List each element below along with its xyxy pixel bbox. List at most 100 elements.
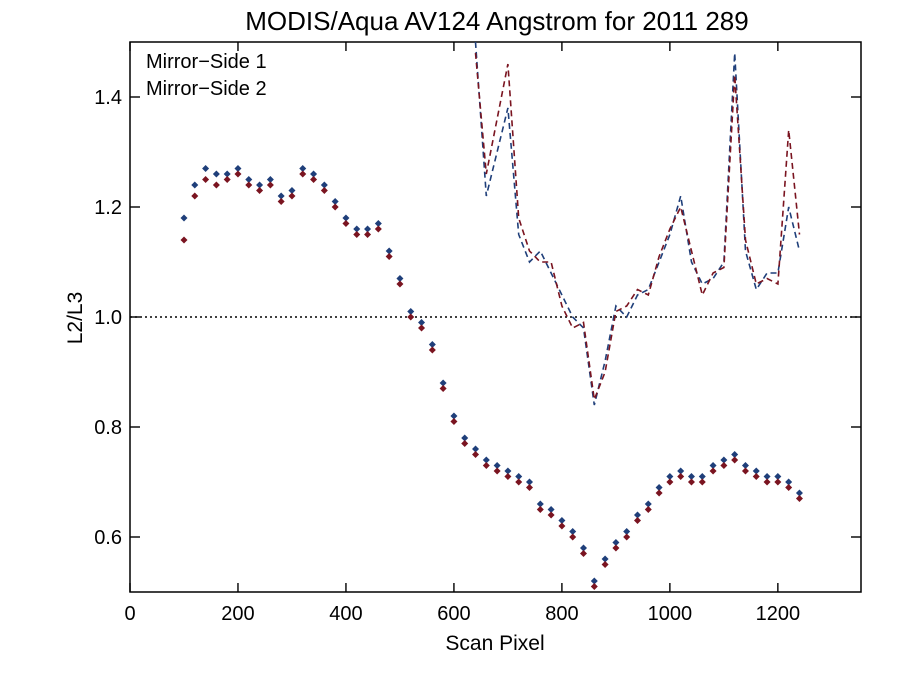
- series-2-point: [461, 440, 469, 447]
- series-1-point: [698, 473, 706, 480]
- series-1-point: [655, 484, 663, 491]
- series-2-point: [741, 467, 749, 475]
- series-2-point: [482, 462, 490, 469]
- series-1-point: [202, 165, 210, 172]
- series-2-point: [623, 533, 631, 541]
- series-2-point: [277, 198, 285, 205]
- series-2-point: [720, 462, 728, 469]
- series-1-point: [245, 176, 253, 183]
- series-2-point: [256, 187, 264, 194]
- series-2-point: [364, 231, 372, 238]
- series-2-point: [223, 176, 231, 183]
- series-2-point: [472, 451, 480, 458]
- series-2-point: [526, 484, 534, 491]
- series-2-point: [396, 280, 404, 288]
- series-2-point: [288, 192, 296, 200]
- x-tick-label: 1000: [648, 603, 693, 625]
- series-1-point: [504, 467, 512, 475]
- series-2-point: [266, 181, 274, 189]
- y-axis-label: L2/L3: [64, 292, 87, 345]
- series-2-point: [677, 473, 685, 480]
- series-1-point: [385, 247, 393, 255]
- series-2-point: [245, 181, 253, 189]
- series-2-point: [752, 473, 760, 480]
- series-1-point: [331, 198, 339, 205]
- y-tick-label: 0.8: [94, 417, 122, 439]
- legend-entry-mirror-side-2: Mirror−Side 2: [146, 78, 267, 100]
- series-1-point: [439, 379, 447, 387]
- series-2-point: [698, 478, 706, 486]
- series-1-point: [472, 445, 480, 453]
- x-tick-label: 0: [124, 603, 135, 625]
- series-2-point: [547, 511, 555, 519]
- series-2-point: [601, 561, 609, 568]
- series-1-point: [590, 577, 598, 585]
- series-2-point: [180, 236, 188, 244]
- series-2-point: [407, 313, 415, 321]
- series-1-point: [428, 341, 436, 348]
- series-1-point: [526, 478, 534, 486]
- series-1-point: [493, 462, 501, 469]
- series-2-point: [558, 522, 566, 530]
- x-tick-label: 200: [221, 603, 254, 625]
- series-1-point: [320, 181, 328, 189]
- series-1-point: [774, 473, 782, 480]
- series-1-point: [364, 225, 372, 233]
- series-1-point: [601, 555, 609, 563]
- series-1-point: [709, 462, 717, 469]
- series-1-point: [547, 506, 555, 513]
- y-tick-label: 1.4: [94, 87, 122, 109]
- series-1-point: [266, 176, 274, 183]
- series-layer: [180, 41, 803, 590]
- series-2-point: [310, 176, 318, 183]
- series-1-point: [569, 528, 577, 535]
- series-2-point: [536, 506, 544, 513]
- series-2-point: [666, 478, 674, 486]
- series-2-point: [331, 203, 339, 211]
- series-2-point: [202, 176, 210, 183]
- series-1-point: [277, 192, 285, 200]
- series-2-point: [212, 181, 220, 189]
- series-2-dashed-curve: [474, 52, 801, 403]
- series-1-point: [342, 214, 350, 222]
- chart-title: MODIS/Aqua AV124 Angstrom for 2011 289: [245, 6, 748, 36]
- series-1-point: [677, 467, 685, 475]
- series-1-point: [180, 214, 188, 222]
- series-2-point: [191, 192, 199, 200]
- series-2-point: [515, 478, 523, 486]
- x-tick-label: 1200: [756, 603, 801, 625]
- series-1-point: [288, 187, 296, 194]
- series-2-point: [795, 495, 803, 502]
- series-2-point: [785, 484, 793, 491]
- series-1-point: [720, 456, 728, 464]
- series-1-point: [795, 489, 803, 497]
- y-tick-label: 0.6: [94, 527, 122, 549]
- series-1-point: [752, 467, 760, 475]
- x-tick-label: 400: [329, 603, 362, 625]
- series-1-point: [785, 478, 793, 486]
- series-1-dashed-curve: [474, 41, 801, 406]
- series-2-point: [569, 533, 577, 541]
- series-2-point: [493, 467, 501, 475]
- series-1-point: [666, 473, 674, 480]
- series-2-point: [320, 187, 328, 194]
- series-1-point: [223, 170, 231, 178]
- series-2-point: [234, 170, 242, 178]
- series-2-point: [504, 473, 512, 480]
- series-2-point: [374, 225, 382, 233]
- series-1-point: [482, 456, 490, 464]
- series-2-point: [299, 170, 307, 178]
- series-2-point: [590, 583, 598, 590]
- series-1-point: [374, 220, 382, 227]
- series-2-point: [450, 418, 458, 425]
- series-2-point: [385, 253, 393, 260]
- series-1-point: [299, 165, 307, 172]
- y-tick-label: 1.0: [94, 307, 122, 329]
- series-1-point: [515, 473, 523, 480]
- y-axis-ticks: 0.6 0.8 1.0 1.2 1.4: [94, 87, 861, 549]
- series-2-point: [353, 231, 361, 238]
- series-2-point: [655, 489, 663, 497]
- series-1-point: [687, 473, 695, 480]
- series-1-point: [234, 165, 242, 172]
- series-1-point: [612, 539, 620, 546]
